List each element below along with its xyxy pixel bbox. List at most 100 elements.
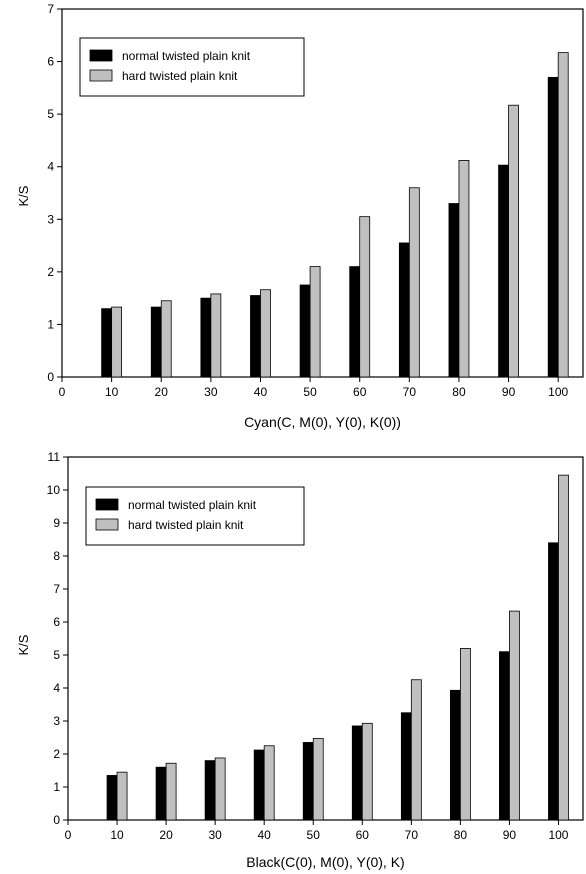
bar-normal-30 <box>200 297 212 378</box>
x-tick-label: 80 <box>454 828 468 842</box>
y-tick-label: 1 <box>47 317 54 331</box>
bar-normal-10 <box>101 308 113 378</box>
legend-swatch <box>89 69 113 82</box>
legend-swatch <box>89 49 113 62</box>
bar-normal-50 <box>302 742 314 821</box>
bar-hard-60 <box>361 722 373 821</box>
y-tick-label: 4 <box>53 681 60 695</box>
y-tick-label: 9 <box>53 516 60 530</box>
bar-hard-40 <box>263 745 275 821</box>
x-tick-label: 70 <box>405 828 419 842</box>
bar-normal-70 <box>398 242 410 378</box>
bar-normal-50 <box>299 284 311 378</box>
legend-entry: hard twisted plain knit <box>128 518 244 532</box>
x-tick-label: 10 <box>110 828 124 842</box>
x-tick-label: 30 <box>208 828 222 842</box>
bar-hard-30 <box>214 757 226 821</box>
y-tick-label: 1 <box>53 780 60 794</box>
y-tick-label: 8 <box>53 549 60 563</box>
x-tick-label: 90 <box>502 385 516 399</box>
x-tick-label: 60 <box>353 385 367 399</box>
bar-hard-10 <box>116 771 128 821</box>
y-tick-label: 6 <box>47 55 54 69</box>
y-tick-label: 7 <box>47 2 54 16</box>
y-axis-label: K/S <box>16 634 31 655</box>
x-tick-label: 20 <box>159 828 173 842</box>
y-tick-label: 2 <box>53 747 60 761</box>
y-tick-label: 4 <box>47 160 54 174</box>
x-axis-label: Black(C(0), M(0), Y(0), K) <box>246 854 404 870</box>
legend: normal twisted plain knit hard twisted pl… <box>85 486 305 546</box>
x-tick-label: 20 <box>155 385 169 399</box>
bar-hard-90 <box>509 610 520 821</box>
y-tick-label: 2 <box>47 265 54 279</box>
x-tick-label: 10 <box>105 385 119 399</box>
bar-hard-20 <box>160 300 172 378</box>
bar-hard-30 <box>210 293 222 378</box>
bar-normal-90 <box>498 164 509 378</box>
bar-normal-80 <box>449 689 461 821</box>
bar-hard-80 <box>458 160 470 378</box>
bar-normal-10 <box>106 775 118 821</box>
bar-normal-40 <box>253 749 265 821</box>
legend-entry: normal twisted plain knit <box>128 498 257 512</box>
bar-normal-60 <box>349 266 361 378</box>
bar-normal-20 <box>150 306 162 378</box>
legend-entry: normal twisted plain knit <box>122 49 251 63</box>
bar-normal-70 <box>400 712 412 821</box>
x-tick-label: 50 <box>303 385 317 399</box>
y-tick-label: 6 <box>53 615 60 629</box>
bar-hard-100 <box>557 52 569 378</box>
bar-normal-100 <box>548 542 559 821</box>
x-tick-label: 100 <box>548 385 568 399</box>
bar-hard-60 <box>359 216 371 378</box>
x-tick-label: 50 <box>307 828 321 842</box>
bar-hard-10 <box>111 306 123 378</box>
x-tick-label: 0 <box>59 385 66 399</box>
y-tick-label: 0 <box>47 370 54 384</box>
legend-swatch <box>95 518 119 531</box>
legend-box <box>85 486 305 546</box>
y-tick-label: 7 <box>53 582 60 596</box>
x-tick-label: 40 <box>258 828 272 842</box>
x-tick-label: 70 <box>403 385 417 399</box>
bar-normal-30 <box>204 760 216 821</box>
bar-hard-70 <box>410 679 422 821</box>
x-tick-label: 30 <box>204 385 218 399</box>
legend-swatch <box>95 498 119 511</box>
y-tick-label: 11 <box>48 450 61 464</box>
x-tick-label: 40 <box>254 385 268 399</box>
x-tick-label: 80 <box>452 385 466 399</box>
bar-hard-80 <box>459 648 471 821</box>
legend-box <box>79 37 305 97</box>
y-tick-label: 0 <box>53 813 60 827</box>
legend: normal twisted plain knit hard twisted pl… <box>79 37 305 97</box>
y-tick-label: 3 <box>53 714 60 728</box>
y-axis-label: K/S <box>16 185 31 206</box>
bar-hard-100 <box>558 474 569 821</box>
bar-hard-90 <box>508 104 519 378</box>
legend-entry: hard twisted plain knit <box>122 69 238 83</box>
bar-normal-80 <box>448 203 460 378</box>
x-tick-label: 90 <box>503 828 517 842</box>
plot-frame <box>67 456 584 821</box>
x-tick-label: 0 <box>65 828 72 842</box>
bar-normal-40 <box>250 295 261 378</box>
y-tick-label: 3 <box>47 212 54 226</box>
bar-normal-20 <box>155 766 167 821</box>
bar-normal-90 <box>499 651 510 821</box>
y-tick-label: 5 <box>47 107 54 121</box>
bar-hard-20 <box>165 762 177 821</box>
bar-normal-60 <box>351 725 363 821</box>
x-tick-label: 60 <box>356 828 370 842</box>
plot-frame <box>61 8 584 378</box>
bar-hard-50 <box>312 738 324 821</box>
black-chart: 0 1 2 3 4 5 6 7 8 9 10 11 0 10 20 30 40 50 60 70 80 90 100 Blac… <box>16 450 584 870</box>
y-tick-label: 10 <box>47 483 61 497</box>
bar-hard-40 <box>260 289 271 378</box>
bar-hard-50 <box>309 266 321 378</box>
y-tick-label: 5 <box>53 648 60 662</box>
bar-hard-70 <box>408 187 420 378</box>
